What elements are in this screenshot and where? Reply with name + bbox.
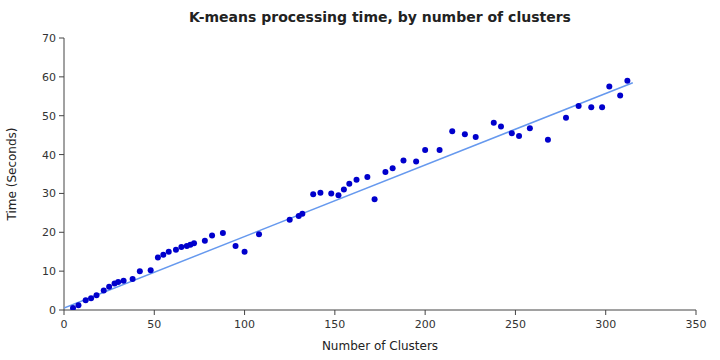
x-tick-label: 350	[686, 318, 707, 331]
scatter-point	[491, 120, 497, 126]
scatter-point	[317, 190, 323, 196]
x-tick	[154, 310, 155, 315]
y-tick-label: 40	[42, 149, 56, 162]
scatter-point	[509, 130, 515, 136]
scatter-point	[94, 292, 100, 298]
x-tick	[515, 310, 516, 315]
y-tick	[59, 310, 64, 311]
x-tick	[244, 310, 245, 315]
x-tick	[334, 310, 335, 315]
scatter-point	[364, 174, 370, 180]
y-tick	[59, 232, 64, 233]
x-tick	[696, 310, 697, 315]
scatter-point	[148, 267, 154, 273]
scatter-point	[335, 192, 341, 198]
scatter-point	[75, 302, 81, 308]
scatter-point	[449, 128, 455, 134]
scatter-point	[106, 284, 112, 290]
y-tick-label: 30	[42, 187, 56, 200]
scatter-point	[462, 131, 468, 137]
y-axis-line	[64, 38, 65, 310]
scatter-point	[624, 78, 630, 84]
y-axis-label: Time (Seconds)	[5, 128, 19, 222]
y-tick	[59, 76, 64, 77]
scatter-point	[155, 255, 161, 261]
scatter-point	[382, 169, 388, 175]
scatter-point	[220, 230, 226, 236]
x-tick	[425, 310, 426, 315]
scatter-point	[354, 177, 360, 183]
scatter-point	[372, 196, 378, 202]
y-tick-label: 70	[42, 32, 56, 45]
x-tick-label: 50	[147, 318, 161, 331]
y-tick	[59, 271, 64, 272]
y-tick	[59, 154, 64, 155]
x-tick-label: 200	[415, 318, 436, 331]
scatter-point	[576, 103, 582, 109]
scatter-point	[473, 134, 479, 140]
y-tick-label: 50	[42, 110, 56, 123]
scatter-point	[101, 288, 107, 294]
title: K-means processing time, by number of cl…	[189, 9, 571, 25]
scatter-point	[173, 247, 179, 253]
chart: K-means processing time, by number of cl…	[0, 0, 720, 360]
scatter-point	[191, 240, 197, 246]
x-tick-label: 250	[505, 318, 526, 331]
scatter-point	[563, 115, 569, 121]
scatter-point	[599, 104, 605, 110]
scatter-point	[390, 165, 396, 171]
x-axis-line	[64, 310, 696, 311]
scatter-point	[202, 238, 208, 244]
plot-area	[64, 78, 633, 310]
scatter-point	[88, 295, 94, 301]
scatter-point	[299, 211, 305, 217]
x-tick	[64, 310, 65, 315]
scatter-point	[400, 157, 406, 163]
scatter-point	[137, 268, 143, 274]
scatter-point	[422, 147, 428, 153]
scatter-point	[498, 124, 504, 130]
scatter-point	[346, 181, 352, 187]
x-tick-label: 100	[234, 318, 255, 331]
scatter-point	[130, 276, 136, 282]
scatter-point	[516, 133, 522, 139]
scatter-point	[209, 232, 215, 238]
scatter-point	[287, 217, 293, 223]
x-tick-label: 300	[595, 318, 616, 331]
y-tick	[59, 115, 64, 116]
scatter-point	[178, 244, 184, 250]
x-axis-label: Number of Clusters	[322, 339, 438, 353]
y-tick	[59, 193, 64, 194]
scatter-point	[242, 249, 248, 255]
y-tick-label: 60	[42, 71, 56, 84]
x-tick-label: 0	[61, 318, 68, 331]
regression-line	[64, 83, 633, 308]
scatter-point	[606, 84, 612, 90]
x-tick	[605, 310, 606, 315]
scatter-point	[341, 187, 347, 193]
scatter-point	[83, 297, 89, 303]
y-tick-label: 20	[42, 226, 56, 239]
scatter-point	[527, 125, 533, 131]
scatter-point	[70, 305, 76, 310]
scatter-point	[588, 104, 594, 110]
scatter-point	[121, 278, 127, 284]
scatter-point	[617, 93, 623, 99]
scatter-point	[328, 190, 334, 196]
scatter-point	[413, 159, 419, 165]
scatter-point	[256, 231, 262, 237]
scatter-point	[166, 249, 172, 255]
scatter-point	[160, 252, 166, 258]
y-tick-label: 0	[49, 304, 56, 317]
scatter-point	[233, 243, 239, 249]
scatter-point	[115, 279, 121, 285]
scatter-point	[545, 137, 551, 143]
y-tick	[59, 38, 64, 39]
x-tick-label: 150	[324, 318, 345, 331]
scatter-point	[310, 191, 316, 197]
axes: 0 50 100 150 200 250 300 350 0 10 20 30 40 50 60 70	[42, 32, 707, 331]
y-tick-label: 10	[42, 265, 56, 278]
scatter-point	[437, 147, 443, 153]
